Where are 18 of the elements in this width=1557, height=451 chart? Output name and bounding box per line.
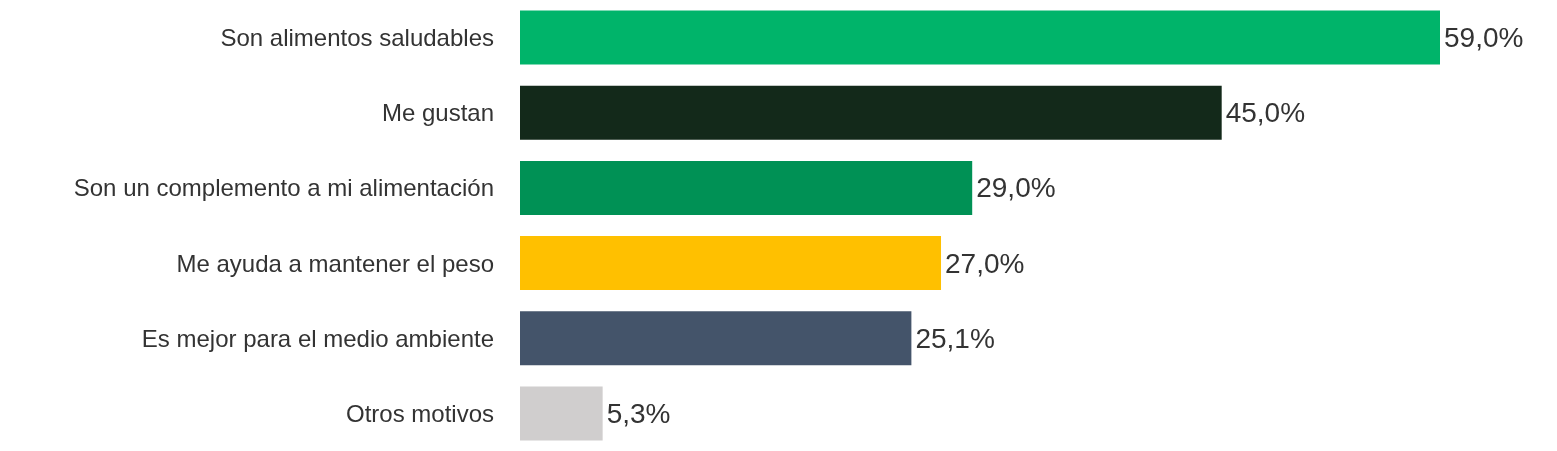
y-tick-label: Me ayuda a mantener el peso	[176, 249, 494, 277]
bar	[520, 10, 1440, 65]
bar	[520, 386, 603, 441]
y-tick-label: Me gustan	[381, 99, 494, 127]
data-label: 5,3%	[606, 397, 671, 429]
data-label: 59,0%	[1444, 22, 1524, 54]
data-label: 25,1%	[915, 322, 995, 354]
bar	[520, 236, 942, 291]
y-tick-label: Es mejor para el medio ambiente	[141, 324, 494, 352]
bar	[520, 160, 973, 215]
bar	[520, 85, 1222, 140]
data-label: 29,0%	[976, 172, 1056, 204]
y-tick-label: Son alimentos saludables	[220, 24, 494, 52]
bar	[520, 311, 912, 366]
data-label: 27,0%	[945, 247, 1025, 279]
data-label: 45,0%	[1225, 97, 1306, 129]
y-tick-label: Son un complemento a mi alimentación	[73, 174, 494, 202]
y-tick-label: Otros motivos	[345, 399, 494, 427]
